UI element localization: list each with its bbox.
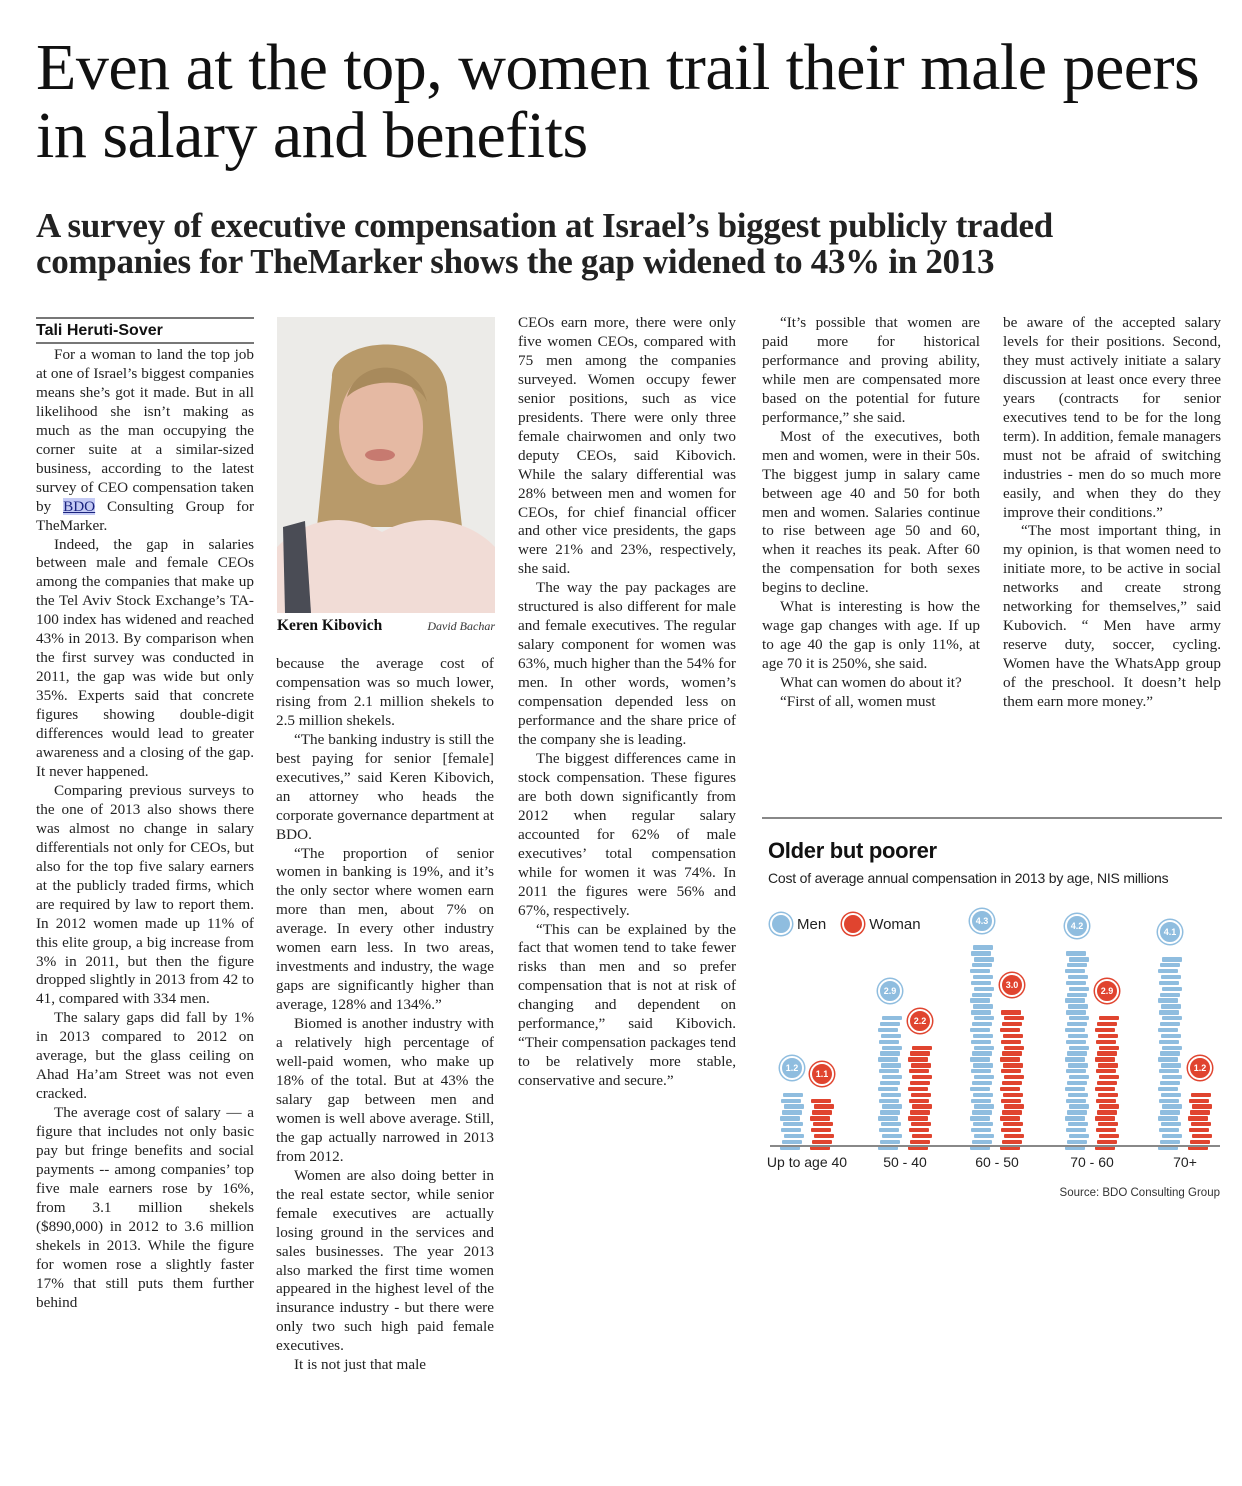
men-value-badge: 2.9 xyxy=(878,979,902,1004)
paragraph: “First of all, women must xyxy=(780,693,936,711)
paragraph: Most of the executives, both men and wom… xyxy=(762,427,980,597)
men-coin-stack xyxy=(878,1015,902,1150)
men-value-badge: 4.1 xyxy=(1158,920,1182,945)
legend-women: Woman xyxy=(842,913,921,935)
women-value-badge: 3.0 xyxy=(1000,973,1024,998)
men-coin-stack xyxy=(1158,956,1182,1150)
article-column-3: CEOs earn more, there were only five wom… xyxy=(518,314,736,1091)
paragraph: “This can be explained by the fact that … xyxy=(518,920,736,1090)
x-axis-label: Up to age 40 xyxy=(766,1154,848,1170)
subheadline: A survey of executive compensation at Is… xyxy=(36,206,1053,281)
photo-credit: David Bachar xyxy=(427,619,495,633)
women-coin-icon xyxy=(842,913,865,935)
paragraph: “The most important thing, in my opinion… xyxy=(1003,522,1221,711)
x-axis-label: 70 - 60 xyxy=(1070,1154,1114,1170)
legend-women-label: Woman xyxy=(869,915,921,933)
paragraph: The salary gaps did fall by 1% in 2013 c… xyxy=(36,1009,254,1103)
chart-divider xyxy=(762,817,1222,819)
men-coin-stack xyxy=(1065,950,1089,1150)
men-value-badge: 4.3 xyxy=(970,908,994,933)
photo-caption: Keren Kibovich David Bachar xyxy=(277,617,495,635)
caption-name: Keren Kibovich xyxy=(277,617,383,634)
women-coin-stack xyxy=(1000,1009,1024,1150)
article-column-4: “It’s possible that women are paid more … xyxy=(762,314,980,712)
chart-baseline xyxy=(770,1145,1220,1147)
paragraph: because the average cost of compensation… xyxy=(276,655,494,729)
chart-title: Older but poorer xyxy=(768,838,937,863)
women-coin-stack xyxy=(908,1044,932,1150)
paragraph: The way the pay packages are structured … xyxy=(518,579,736,748)
paragraph: Biomed is another industry with a relati… xyxy=(276,1015,494,1165)
paragraph: “The banking industry is still the best … xyxy=(276,730,494,843)
article-column-5: be aware of the accepted salary levels f… xyxy=(1003,314,1221,712)
women-value-badge: 1.1 xyxy=(810,1061,834,1086)
paragraph: Indeed, the gap in salaries between male… xyxy=(36,535,254,780)
women-value-badge: 2.2 xyxy=(908,1008,932,1033)
paragraph: “The proportion of senior women in banki… xyxy=(276,844,494,1014)
bdo-link[interactable]: BDO xyxy=(63,497,96,515)
person-photo-icon xyxy=(277,317,495,613)
men-coin-icon xyxy=(770,913,792,935)
paragraph: “It’s possible that women are paid more … xyxy=(762,314,980,426)
women-value-badge: 1.2 xyxy=(1188,1056,1212,1080)
men-coin-stack xyxy=(780,1091,804,1150)
article-column-1: For a woman to land the top job at one o… xyxy=(36,346,254,1313)
headline: Even at the top, women trail their male … xyxy=(36,31,1200,172)
paragraph: The biggest differences came in stock co… xyxy=(518,749,736,919)
men-value-badge: 4.2 xyxy=(1065,914,1089,939)
paragraph: Comparing previous surveys to the one of… xyxy=(36,781,254,1008)
chart-source: Source: BDO Consulting Group xyxy=(1059,1187,1220,1199)
paragraph: What is interesting is how the wage gap … xyxy=(762,598,980,673)
byline: Tali Heruti-Sover xyxy=(36,317,254,344)
women-coin-stack xyxy=(810,1097,834,1150)
men-value-badge: 1.2 xyxy=(780,1056,804,1080)
paragraph: For a woman to land the top job at one o… xyxy=(36,346,254,534)
paragraph: be aware of the accepted salary levels f… xyxy=(1003,314,1221,521)
women-coin-stack xyxy=(1095,1015,1119,1150)
chart-plot-area: 1.2 1.1 2.9 2.2 4.3 3.0 4.2 2.9 4.1 1.2 xyxy=(770,900,1225,1150)
portrait-photo xyxy=(277,317,495,613)
chart-legend: Men Woman xyxy=(770,913,927,935)
paragraph: What can women do about it? xyxy=(780,674,962,692)
article-column-2: because the average cost of compensation… xyxy=(276,655,494,1375)
paragraph: CEOs earn more, there were only five wom… xyxy=(518,314,736,578)
x-axis-label: 70+ xyxy=(1173,1154,1197,1170)
paragraph: It is not just that male xyxy=(294,1356,427,1374)
men-coin-stack xyxy=(970,944,994,1150)
legend-men-label: Men xyxy=(797,915,827,933)
x-axis-label: 60 - 50 xyxy=(975,1154,1019,1170)
women-value-badge: 2.9 xyxy=(1095,979,1119,1004)
legend-men: Men xyxy=(770,913,826,935)
paragraph: The average cost of salary — a figure th… xyxy=(36,1104,254,1311)
women-coin-stack xyxy=(1188,1091,1212,1150)
x-axis-label: 50 - 40 xyxy=(883,1154,927,1170)
paragraph: Women are also doing better in the real … xyxy=(276,1166,494,1355)
chart-subtitle: Cost of average annual compensation in 2… xyxy=(768,870,1169,886)
